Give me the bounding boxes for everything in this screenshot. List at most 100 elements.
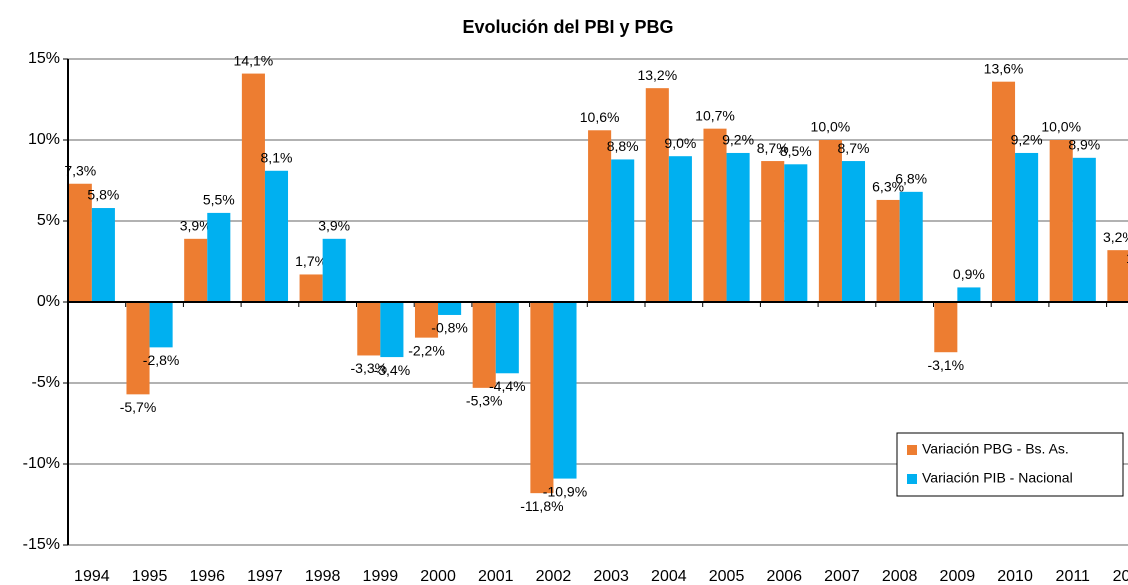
bar xyxy=(876,199,900,302)
value-label: -0,8% xyxy=(431,320,468,336)
bar xyxy=(553,302,577,479)
x-tick-label: 2010 xyxy=(997,568,1033,585)
value-label: 3,9% xyxy=(318,218,350,234)
value-label: 10,0% xyxy=(811,119,851,135)
x-tick-label: 2003 xyxy=(593,568,629,585)
x-tick-label: 2006 xyxy=(766,568,802,585)
x-tick-label: 2012 xyxy=(1113,568,1128,585)
value-label: -5,7% xyxy=(120,399,157,415)
bar xyxy=(357,302,381,356)
value-label: 13,6% xyxy=(984,60,1024,76)
bar xyxy=(495,302,519,374)
bar xyxy=(299,274,323,302)
legend-label: Variación PIB - Nacional xyxy=(922,470,1073,486)
bar xyxy=(957,287,981,302)
x-tick-label: 2011 xyxy=(1056,568,1091,585)
chart-title: Evolución del PBI y PBG xyxy=(462,17,673,37)
x-tick-label: 2005 xyxy=(709,568,745,585)
value-label: 7,3% xyxy=(64,162,96,178)
y-tick-label: -15% xyxy=(23,536,60,553)
value-label: 8,5% xyxy=(780,143,812,159)
bar xyxy=(414,302,439,338)
bar xyxy=(588,130,612,302)
bar xyxy=(1049,140,1073,302)
value-label: 6,3% xyxy=(872,179,904,195)
y-tick-label: -5% xyxy=(32,374,60,391)
bar xyxy=(611,159,635,302)
value-label: 5,8% xyxy=(87,187,119,203)
bar xyxy=(761,161,785,302)
value-label: 1,7% xyxy=(295,253,327,269)
bar xyxy=(91,208,115,302)
value-label: 14,1% xyxy=(234,52,274,68)
bar xyxy=(530,302,554,494)
bar xyxy=(322,238,346,302)
value-label: -4,4% xyxy=(489,378,526,394)
x-tick-label: 2008 xyxy=(882,568,918,585)
bar xyxy=(818,140,842,302)
x-tick-label: 2002 xyxy=(536,568,572,585)
x-tick-label: 2000 xyxy=(420,568,456,585)
value-label: 13,2% xyxy=(637,67,677,83)
legend-swatch xyxy=(907,445,917,455)
y-tick-label: 0% xyxy=(37,293,60,310)
value-label: 3,9% xyxy=(180,218,212,234)
bar xyxy=(241,73,265,302)
bar xyxy=(934,302,958,353)
x-tick-label: 2001 xyxy=(478,568,514,585)
x-tick-label: 1996 xyxy=(189,568,225,585)
value-label: 9,2% xyxy=(1011,132,1043,148)
value-label: 8,1% xyxy=(261,149,293,165)
bar xyxy=(899,191,923,302)
x-tick-label: 2009 xyxy=(940,568,976,585)
value-label: 0,9% xyxy=(953,266,985,282)
value-label: -3,4% xyxy=(374,362,411,378)
legend: Variación PBG - Bs. As. Variación PIB - N… xyxy=(896,432,1124,497)
bar xyxy=(207,212,231,302)
x-tick-label: 1999 xyxy=(363,568,399,585)
bar xyxy=(784,164,808,302)
bar xyxy=(1107,250,1128,302)
bar xyxy=(726,152,750,302)
x-tick-label: 1998 xyxy=(305,568,341,585)
bar xyxy=(126,302,150,395)
legend-label: Variación PBG - Bs. As. xyxy=(922,441,1069,457)
y-tick-label: 10% xyxy=(28,131,60,148)
bar xyxy=(184,238,208,302)
bar xyxy=(668,156,692,302)
x-tick-label: 1997 xyxy=(247,568,283,585)
value-label: -10,9% xyxy=(543,483,587,499)
value-label: 8,9% xyxy=(1068,137,1100,153)
value-label: -5,3% xyxy=(466,393,503,409)
value-label: 3,2% xyxy=(1103,229,1128,245)
value-label: 1,9% xyxy=(1126,250,1128,266)
bar xyxy=(645,88,669,302)
value-label: 8,8% xyxy=(607,138,639,154)
x-tick-label: 2007 xyxy=(824,568,860,585)
value-label: -2,2% xyxy=(408,342,445,358)
bar xyxy=(438,302,462,315)
value-label: 8,7% xyxy=(757,140,789,156)
bar xyxy=(841,161,866,302)
value-label: -11,8% xyxy=(520,498,563,514)
bar xyxy=(472,302,496,388)
value-label: 8,7% xyxy=(838,140,870,156)
value-label: 10,7% xyxy=(695,107,735,123)
x-tick-label: 1995 xyxy=(132,568,168,585)
value-label: 10,0% xyxy=(1041,119,1081,135)
value-label: -3,1% xyxy=(928,357,965,373)
y-tick-label: 15% xyxy=(28,50,60,67)
bar xyxy=(149,302,173,348)
value-label: -2,8% xyxy=(143,352,180,368)
legend-box xyxy=(896,432,1124,497)
value-label: 9,0% xyxy=(664,135,696,151)
bar xyxy=(68,183,92,302)
value-label: 6,8% xyxy=(895,171,927,187)
bar xyxy=(703,128,727,302)
y-tick-label: -10% xyxy=(23,455,60,472)
value-label: 5,5% xyxy=(203,192,235,208)
bar xyxy=(1015,152,1039,302)
x-tick-label: 2004 xyxy=(651,568,687,585)
